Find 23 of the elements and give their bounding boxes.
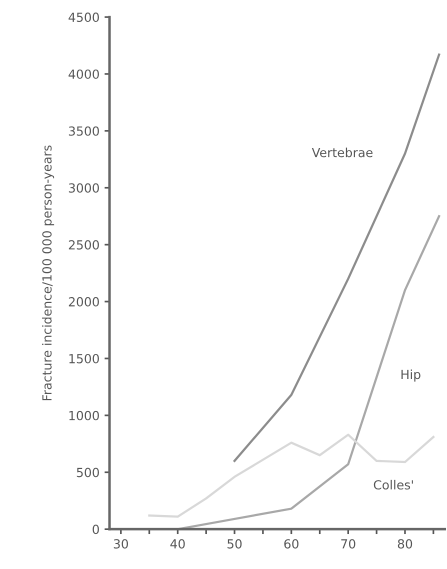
x-tick-label: 80 xyxy=(398,539,412,549)
x-tick-label: 50 xyxy=(228,539,242,549)
y-tick-label: 4000 xyxy=(68,69,99,79)
y-tick-label: 3500 xyxy=(68,126,99,136)
y-tick-label: 0 xyxy=(92,524,99,534)
y-tick-label: 2500 xyxy=(68,240,99,250)
x-tick-label: 30 xyxy=(114,539,128,549)
x-tick-label: 60 xyxy=(284,539,298,549)
x-tick-label: 40 xyxy=(170,539,185,549)
series-label: Colles' xyxy=(374,480,413,490)
line-series xyxy=(148,434,435,518)
line-series xyxy=(233,54,440,462)
text: Vertebrae xyxy=(312,148,373,158)
series-label: Hip xyxy=(401,369,420,382)
y-tick-label: 1000 xyxy=(69,410,99,420)
y-tick-label: 3000 xyxy=(68,183,99,193)
y-tick-label: 1500 xyxy=(69,354,99,364)
y-tick-label: 2000 xyxy=(68,297,99,306)
line-series xyxy=(176,215,440,530)
x-tick-label: 70 xyxy=(341,539,356,549)
y-tick-label: 4500 xyxy=(68,12,99,22)
y-tick-label: 500 xyxy=(76,468,99,478)
y-axis-title: Fracture incidence/100 000 person-years xyxy=(42,145,54,400)
